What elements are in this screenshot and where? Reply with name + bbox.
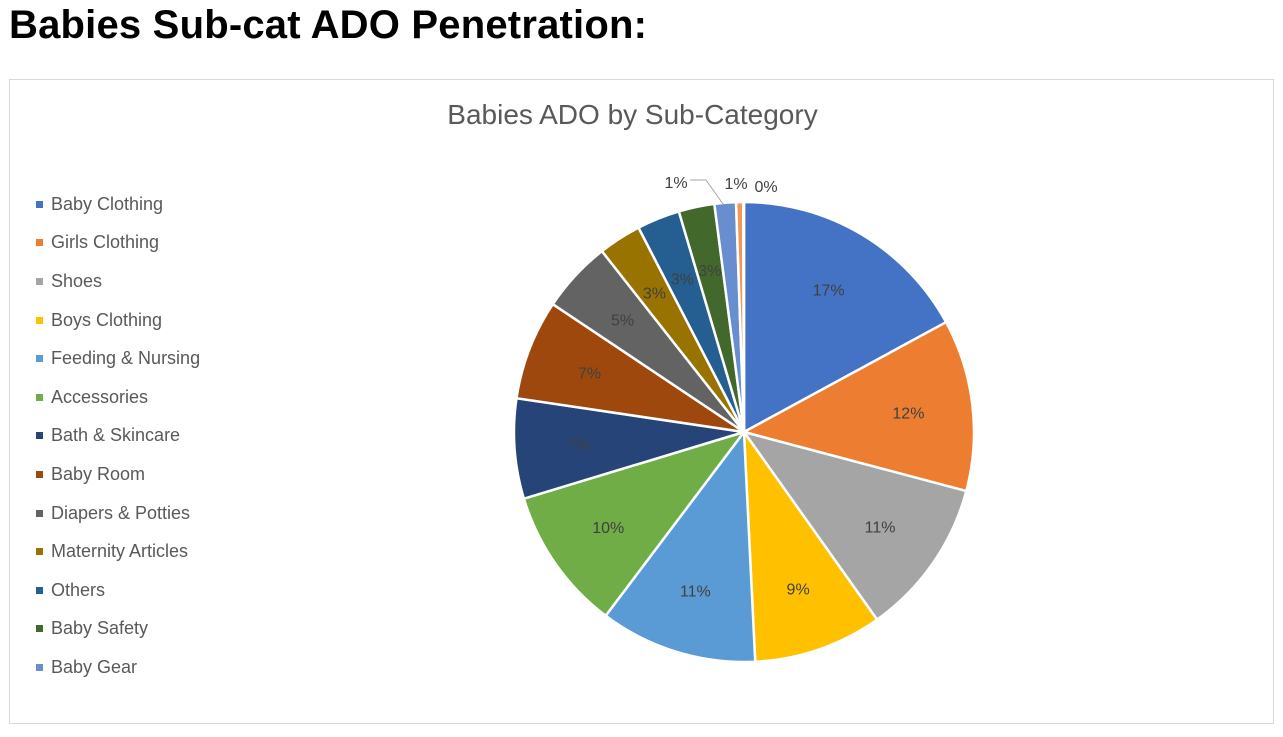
data-label: 0% [754,179,777,196]
legend-swatch [36,393,43,401]
legend-label: Accessories [51,386,149,407]
data-label: 1% [724,176,747,193]
legend-swatch [36,663,43,671]
legend-item-others: Others [36,571,200,610]
legend-swatch [36,239,43,247]
legend-swatch [36,625,43,633]
legend-label: Boys Clothing [51,309,163,330]
legend-label: Bath & Skincare [51,425,181,446]
pie-slice-baby-clothing [742,200,948,435]
data-label: 11% [865,519,896,536]
legend-item-accessories: Accessories [36,378,200,417]
legend-item-baby-safety: Baby Safety [36,610,200,649]
data-label: 7% [578,365,601,382]
data-label: 11% [680,583,711,600]
legend-label: Baby Clothing [51,193,164,214]
legend-label: Maternity Articles [51,541,189,562]
legend-item-diapers-and-potties: Diapers & Potties [36,494,200,533]
legend-item-baby-clothing: Baby Clothing [36,185,200,224]
data-label: 5% [611,312,634,329]
chart-legend: Baby Clothing Girls Clothing Shoes Boys Clo… [36,185,200,687]
legend-swatch [36,316,43,324]
legend-swatch [36,586,43,594]
legend-label: Baby Safety [51,618,149,639]
legend-label: Feeding & Nursing [51,348,201,369]
pie-slice-shoes [740,429,968,622]
data-label: 1% [664,175,687,192]
legend-item-maternity-articles: Maternity Articles [36,532,200,571]
data-label: 12% [892,405,924,422]
pie-slice-accessories [522,429,748,618]
legend-item-girls-clothing: Girls Clothing [36,224,200,263]
legend-item-baby-room: Baby Room [36,455,200,494]
legend-swatch [36,548,43,556]
legend-swatch [36,470,43,478]
data-label: 17% [813,283,845,300]
data-label: 10% [592,520,624,537]
data-label: 7% [567,437,590,454]
legend-label: Others [51,579,106,600]
legend-item-shoes: Shoes [36,262,200,301]
legend-swatch [36,200,43,208]
data-label: 3% [671,271,694,288]
legend-label: Girls Clothing [51,232,160,253]
legend-item-baby-gear: Baby Gear [36,648,200,687]
leader-line [690,179,724,205]
data-label: 3% [643,286,666,303]
legend-swatch [36,509,43,517]
data-label: 9% [787,582,810,599]
legend-swatch [36,355,43,363]
pie-slice-bath-and-skincare [512,396,745,501]
legend-swatch [36,277,43,285]
pie-slice-boys-clothing [742,427,879,664]
pie-slice-girls-clothing [740,320,976,493]
chart-title: Babies ADO by Sub-Category [447,99,818,130]
legend-label: Baby Gear [51,656,138,677]
legend-label: Shoes [51,270,103,291]
data-label: 3% [698,263,721,280]
legend-label: Diapers & Potties [51,502,191,523]
pie-slice-feeding-and-nursing [603,428,757,664]
legend-swatch [36,432,43,440]
pie-slice-baby-room [515,302,745,434]
pie-slice-unlabeled-14 [742,200,746,433]
legend-item-boys-clothing: Boys Clothing [36,301,200,340]
legend-item-feeding-and-nursing: Feeding & Nursing [36,339,200,378]
legend-label: Baby Room [51,463,146,484]
legend-item-bath-and-skincare: Bath & Skincare [36,417,200,456]
page-title: Babies Sub-cat ADO Penetration: [9,3,648,47]
